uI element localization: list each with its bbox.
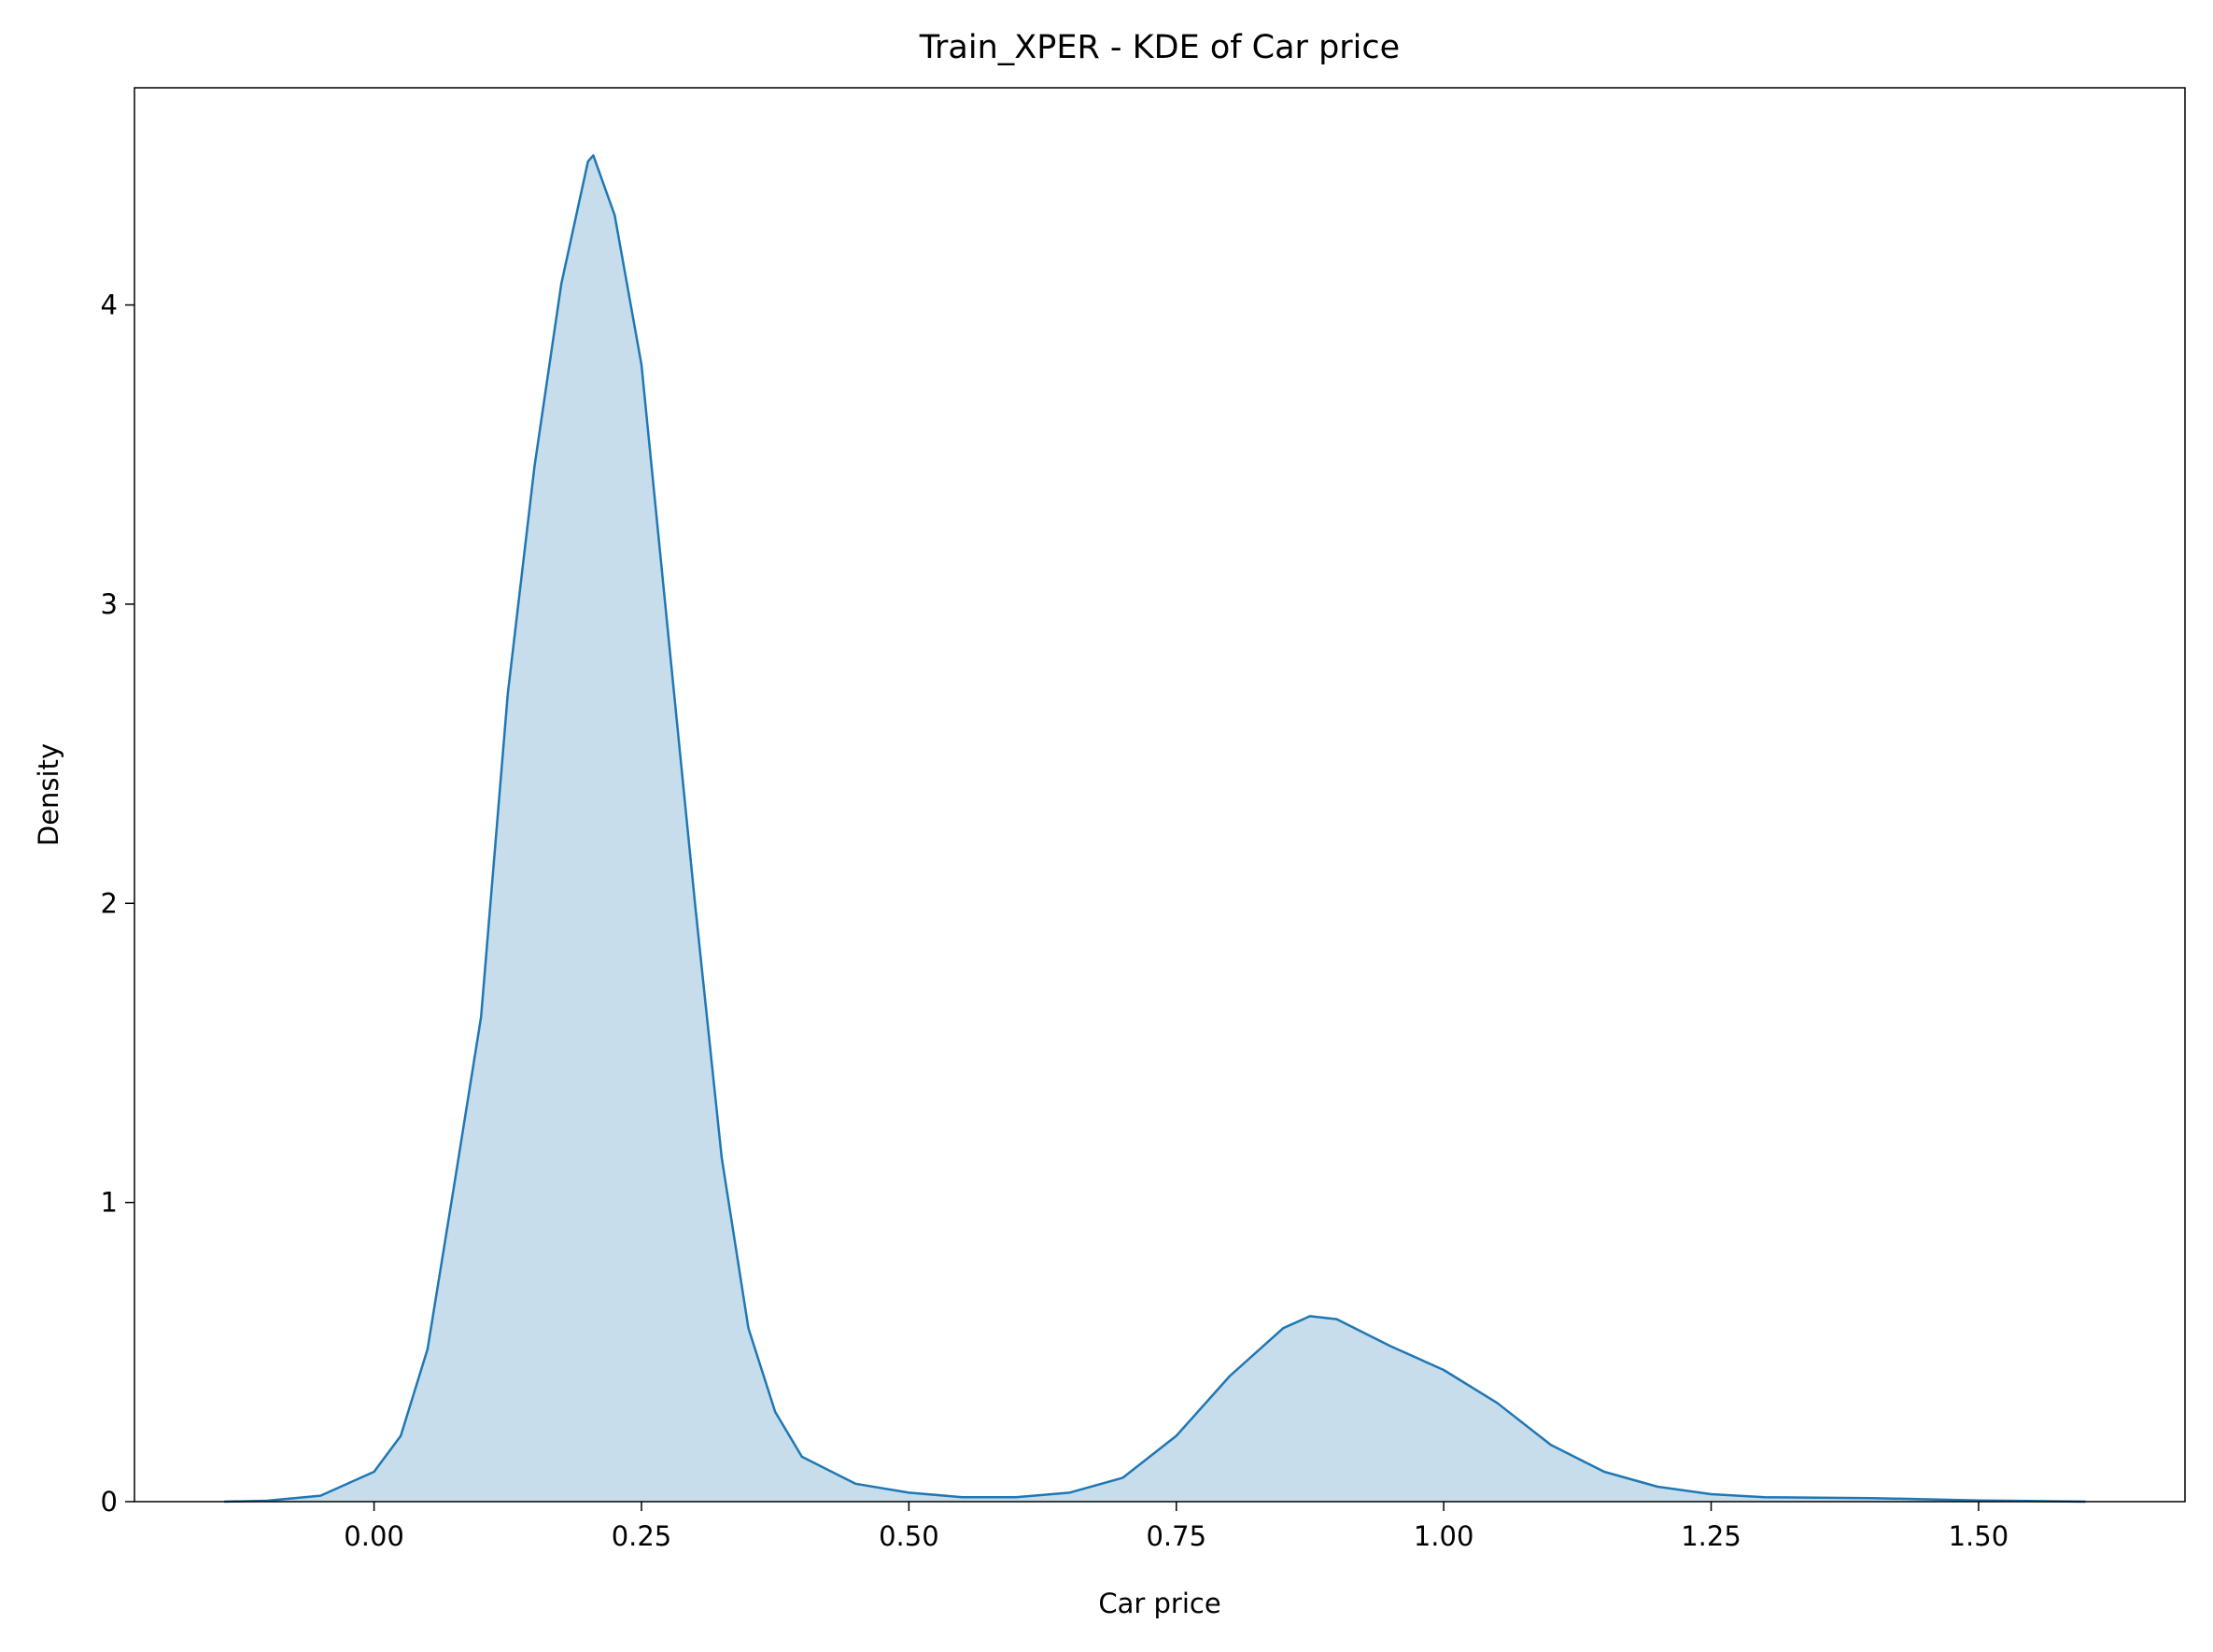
x-tick-label: 1.50 — [1949, 1520, 2009, 1552]
x-tick-label: 1.25 — [1681, 1520, 1741, 1552]
x-tick-label: 0.75 — [1146, 1520, 1206, 1552]
chart-title: Train_XPER - KDE of Car price — [919, 29, 1400, 66]
x-tick-label: 0.00 — [344, 1520, 404, 1552]
x-tick-label: 0.50 — [879, 1520, 939, 1552]
density-area — [224, 155, 2086, 1502]
y-tick-label: 0 — [101, 1486, 118, 1518]
y-tick-label: 1 — [101, 1187, 118, 1219]
plot-frame — [134, 87, 2186, 1503]
density-line — [224, 154, 2086, 1504]
y-axis-label: Density — [33, 743, 64, 846]
x-tick-label: 1.00 — [1414, 1520, 1474, 1552]
y-tick-label: 4 — [101, 289, 118, 321]
y-tick-label: 3 — [101, 588, 118, 620]
y-tick-label: 2 — [101, 887, 118, 919]
x-axis-label: Car price — [1098, 1588, 1220, 1619]
x-tick-label: 0.25 — [612, 1520, 672, 1552]
